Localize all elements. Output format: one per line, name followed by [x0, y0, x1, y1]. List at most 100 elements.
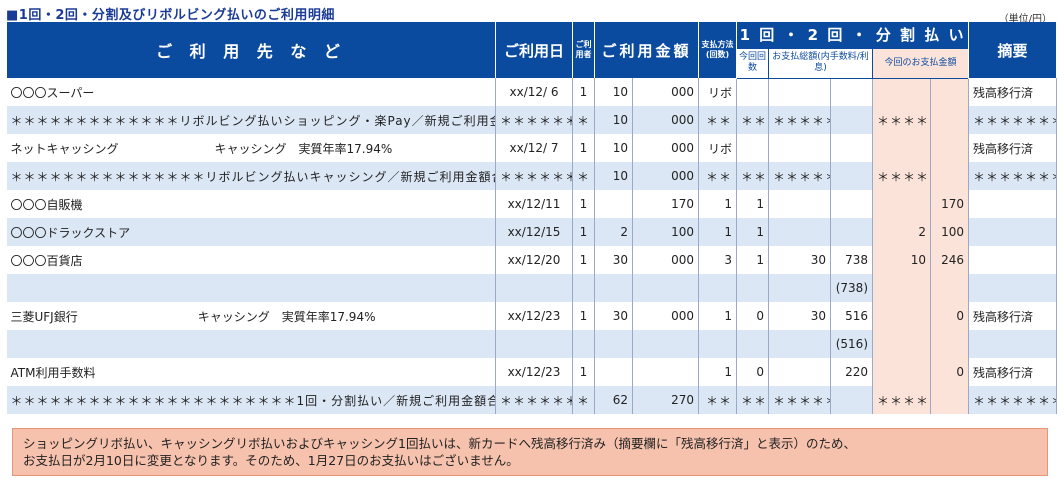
shop-cell: 〇〇〇スーパー: [6, 78, 496, 106]
shop-cell: [6, 274, 496, 302]
payment-thousands-cell: [872, 134, 932, 162]
notice-box: ショッピングリボ払い、キャッシングリボ払いおよびキャッシング1回払いは、新カード…: [12, 428, 1048, 476]
amount-thousands-cell: [594, 190, 633, 218]
count-cell: ＊＊: [736, 106, 770, 134]
amount-thousands-cell: 30: [594, 246, 633, 274]
header-this-payment: 今回のお支払金額: [872, 47, 970, 79]
amount-thousands-cell: 10: [594, 162, 633, 190]
total-units-cell: [830, 190, 874, 218]
amount-units-cell: 270: [631, 386, 700, 414]
shop-cell: ネットキャッシング キャッシング 実質年率17.94%: [6, 134, 496, 162]
method-cell: ＊＊: [698, 106, 738, 134]
amount-units-cell: 170: [631, 190, 700, 218]
total-units-cell: [830, 134, 874, 162]
method-cell: リボ: [698, 78, 738, 106]
count-cell: 1: [736, 190, 770, 218]
statement-title: ■1回・2回・分割及びリボルビング払いのご利用明細: [6, 8, 335, 23]
memo-cell: 残高移行済: [968, 302, 1058, 330]
amount-units-cell: 000: [631, 246, 700, 274]
payment-thousands-cell: [872, 330, 932, 358]
total-thousands-cell: [768, 274, 832, 302]
user-cell: 1: [572, 190, 595, 218]
date-cell: [495, 274, 573, 302]
table-row: ＊＊＊＊＊＊＊＊＊＊＊＊＊＊＊リボルビング払いキャッシング／新規ご利用金額合計＊…: [6, 162, 1058, 190]
notice-line-1: ショッピングリボ払い、キャッシングリボ払いおよびキャッシング1回払いは、新カード…: [23, 436, 856, 451]
method-cell: 1: [698, 218, 738, 246]
date-cell: xx/12/23: [495, 302, 573, 330]
user-cell: ＊: [572, 106, 595, 134]
method-cell: 1: [698, 302, 738, 330]
total-thousands-cell: [768, 134, 832, 162]
amount-units-cell: 000: [631, 78, 700, 106]
count-cell: [736, 78, 770, 106]
shop-cell: 〇〇〇自販機: [6, 190, 496, 218]
amount-units-cell: 000: [631, 302, 700, 330]
total-units-cell: [830, 386, 874, 414]
method-cell: 1: [698, 358, 738, 386]
count-cell: [736, 134, 770, 162]
payment-units-cell: 246: [930, 246, 970, 274]
table-row: (516): [6, 330, 1058, 358]
memo-cell: [968, 218, 1058, 246]
count-cell: ＊＊: [736, 162, 770, 190]
user-cell: [572, 330, 595, 358]
total-units-cell: 516: [830, 302, 874, 330]
count-cell: [736, 274, 770, 302]
payment-thousands-cell: [872, 78, 932, 106]
memo-cell: ＊＊＊＊＊＊＊: [968, 386, 1058, 414]
amount-thousands-cell: [594, 274, 633, 302]
payment-units-cell: [930, 78, 970, 106]
date-cell: xx/12/15: [495, 218, 573, 246]
method-cell: 1: [698, 190, 738, 218]
table-row: ＊＊＊＊＊＊＊＊＊＊＊＊＊リボルビング払いショッピング・楽Pay／新規ご利用金額…: [6, 106, 1058, 134]
payment-units-cell: [930, 274, 970, 302]
shop-cell: ＊＊＊＊＊＊＊＊＊＊＊＊＊＊＊＊＊＊＊＊＊＊1回・分割払い／新規ご利用金額合計: [6, 386, 496, 414]
table-row: 三菱UFJ銀行 キャッシング 実質年率17.94% xx/12/23 1 30 000 1…: [6, 302, 1058, 330]
amount-thousands-cell: 62: [594, 386, 633, 414]
statement-table: ご 利 用 先 な ど ご利用日 ご利用者 ご利用金額 支払方法(回数) 1 回…: [6, 22, 1058, 414]
method-cell: ＊＊: [698, 386, 738, 414]
total-thousands-cell: [768, 358, 832, 386]
amount-units-cell: [631, 358, 700, 386]
amount-thousands-cell: [594, 358, 633, 386]
user-cell: ＊: [572, 386, 595, 414]
total-units-cell: [830, 106, 874, 134]
total-thousands-cell: [768, 78, 832, 106]
amount-units-cell: [631, 274, 700, 302]
payment-thousands-cell: ＊＊＊＊＊＊＊＊: [872, 386, 932, 414]
count-cell: ＊＊: [736, 386, 770, 414]
header-memo: 摘要: [968, 22, 1058, 78]
amount-units-cell: 000: [631, 134, 700, 162]
total-units-cell: (738): [830, 274, 874, 302]
payment-thousands-cell: 10: [872, 246, 932, 274]
shop-cell: ATM利用手数料: [6, 358, 496, 386]
user-cell: 1: [572, 134, 595, 162]
shop-cell: [6, 330, 496, 358]
total-units-cell: [830, 78, 874, 106]
count-cell: 1: [736, 246, 770, 274]
payment-units-cell: [930, 386, 970, 414]
header-shop: ご 利 用 先 な ど: [6, 22, 496, 78]
amount-units-cell: 000: [631, 162, 700, 190]
total-thousands-cell: ＊＊＊＊＊＊＊＊: [768, 386, 832, 414]
date-cell: xx/12/23: [495, 358, 573, 386]
shop-cell: 三菱UFJ銀行 キャッシング 実質年率17.94%: [6, 302, 496, 330]
amount-thousands-cell: [594, 330, 633, 358]
memo-cell: ＊＊＊＊＊＊＊: [968, 106, 1058, 134]
memo-cell: 残高移行済: [968, 78, 1058, 106]
header-installment: 1 回 ・ 2 回 ・ 分 割 払 い: [736, 22, 970, 48]
shop-cell: 〇〇〇ドラックストア: [6, 218, 496, 246]
total-thousands-cell: ＊＊＊＊＊＊＊＊: [768, 106, 832, 134]
total-units-cell: [830, 162, 874, 190]
header-this-count: 今回回数: [736, 47, 770, 79]
memo-cell: [968, 190, 1058, 218]
date-cell: ＊＊＊＊＊＊: [495, 386, 573, 414]
header-date: ご利用日: [495, 22, 573, 78]
count-cell: 1: [736, 218, 770, 246]
total-units-cell: 738: [830, 246, 874, 274]
payment-thousands-cell: ＊＊＊＊＊＊＊＊: [872, 106, 932, 134]
total-thousands-cell: [768, 330, 832, 358]
date-cell: ＊＊＊＊＊＊: [495, 106, 573, 134]
header-user: ご利用者: [572, 22, 595, 78]
payment-thousands-cell: [872, 274, 932, 302]
